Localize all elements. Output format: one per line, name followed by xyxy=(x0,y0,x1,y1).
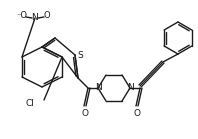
Text: Cl: Cl xyxy=(26,99,34,107)
Text: O: O xyxy=(44,12,50,20)
Text: O: O xyxy=(82,109,89,117)
Text: O: O xyxy=(133,109,141,117)
Text: N: N xyxy=(95,84,101,92)
Text: S: S xyxy=(77,50,83,59)
Text: ⁻O: ⁻O xyxy=(16,12,28,20)
Text: N: N xyxy=(32,13,38,23)
Text: N: N xyxy=(127,84,133,92)
